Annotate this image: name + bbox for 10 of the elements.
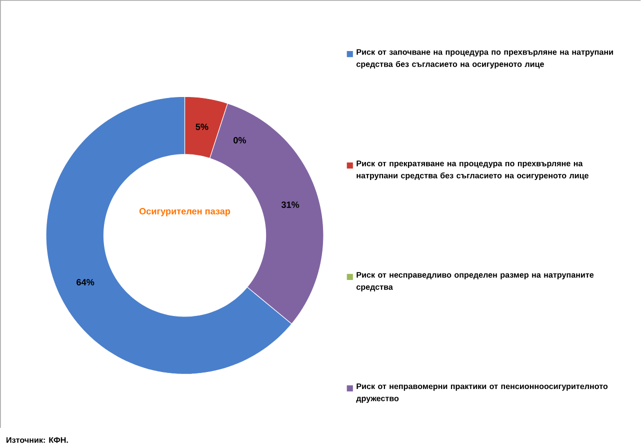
legend-label: Риск от започване на процедура по прехвърляне на натрупани средства без съгласието на осигуреното лице	[356, 49, 613, 68]
data-label: 31%	[281, 201, 300, 208]
data-label: 5%	[196, 124, 208, 130]
text: Източник: КФН.	[6, 437, 68, 443]
legend-label: Риск от прекратяване на процедура по прехвърляне на натрупани средства без съгласието на осигуреното лице	[356, 160, 588, 180]
legend-label: Риск от несправедливо определен размер на натрупаните средства	[356, 272, 594, 292]
data-label: 64%	[76, 278, 94, 286]
text: 0%	[234, 136, 246, 144]
legend-label: Риск от неправомерни практики от пенсионноосигурителното дружество	[356, 383, 608, 403]
text: Осигурителен пазар	[139, 208, 230, 216]
